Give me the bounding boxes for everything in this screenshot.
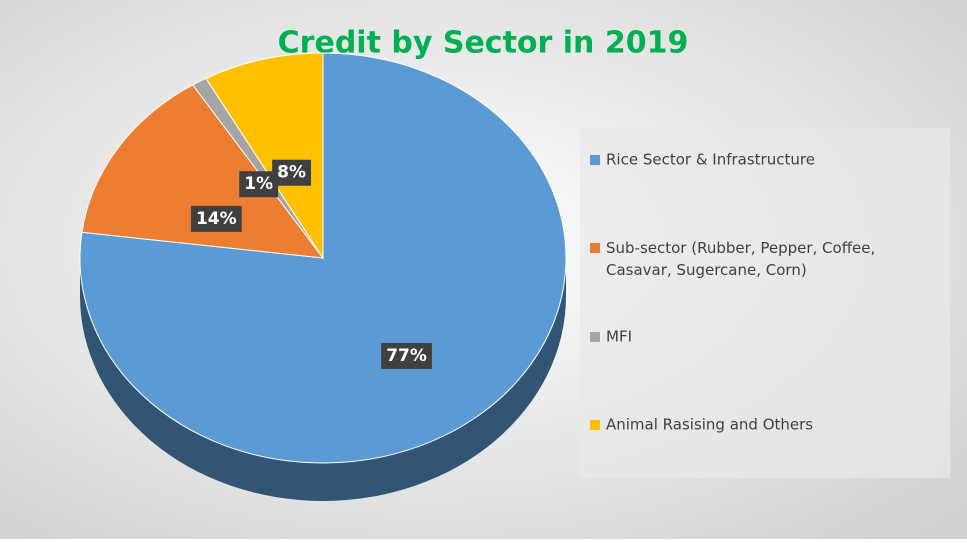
legend-label: Animal Rasising and Others <box>606 416 813 434</box>
data-label-text: 1% <box>244 174 273 194</box>
data-label-box <box>381 342 432 369</box>
data-label: 77% <box>381 342 432 369</box>
pie-slice <box>81 84 325 259</box>
legend-swatch <box>590 420 600 430</box>
pie-slice <box>205 52 324 260</box>
data-label: 14% <box>190 205 242 232</box>
data-label-text: 8% <box>277 163 306 183</box>
legend-label: MFI <box>606 328 632 346</box>
data-label-text: 14% <box>196 209 237 229</box>
legend-label: Rice Sector & Infrastructure <box>606 151 815 169</box>
data-label-box <box>190 205 242 232</box>
legend-swatch <box>590 332 600 342</box>
data-label: 1% <box>239 171 279 198</box>
data-label-text: 77% <box>386 346 427 366</box>
legend-box <box>580 128 950 478</box>
data-label-box <box>239 171 279 198</box>
legend-swatch <box>590 243 600 253</box>
pie-side <box>80 258 566 501</box>
data-label-box <box>272 159 312 186</box>
legend-swatch <box>590 155 600 165</box>
legend-label: Sub-sector (Rubber, Pepper, Coffee, Casav… <box>606 239 875 279</box>
data-label: 8% <box>272 159 312 186</box>
